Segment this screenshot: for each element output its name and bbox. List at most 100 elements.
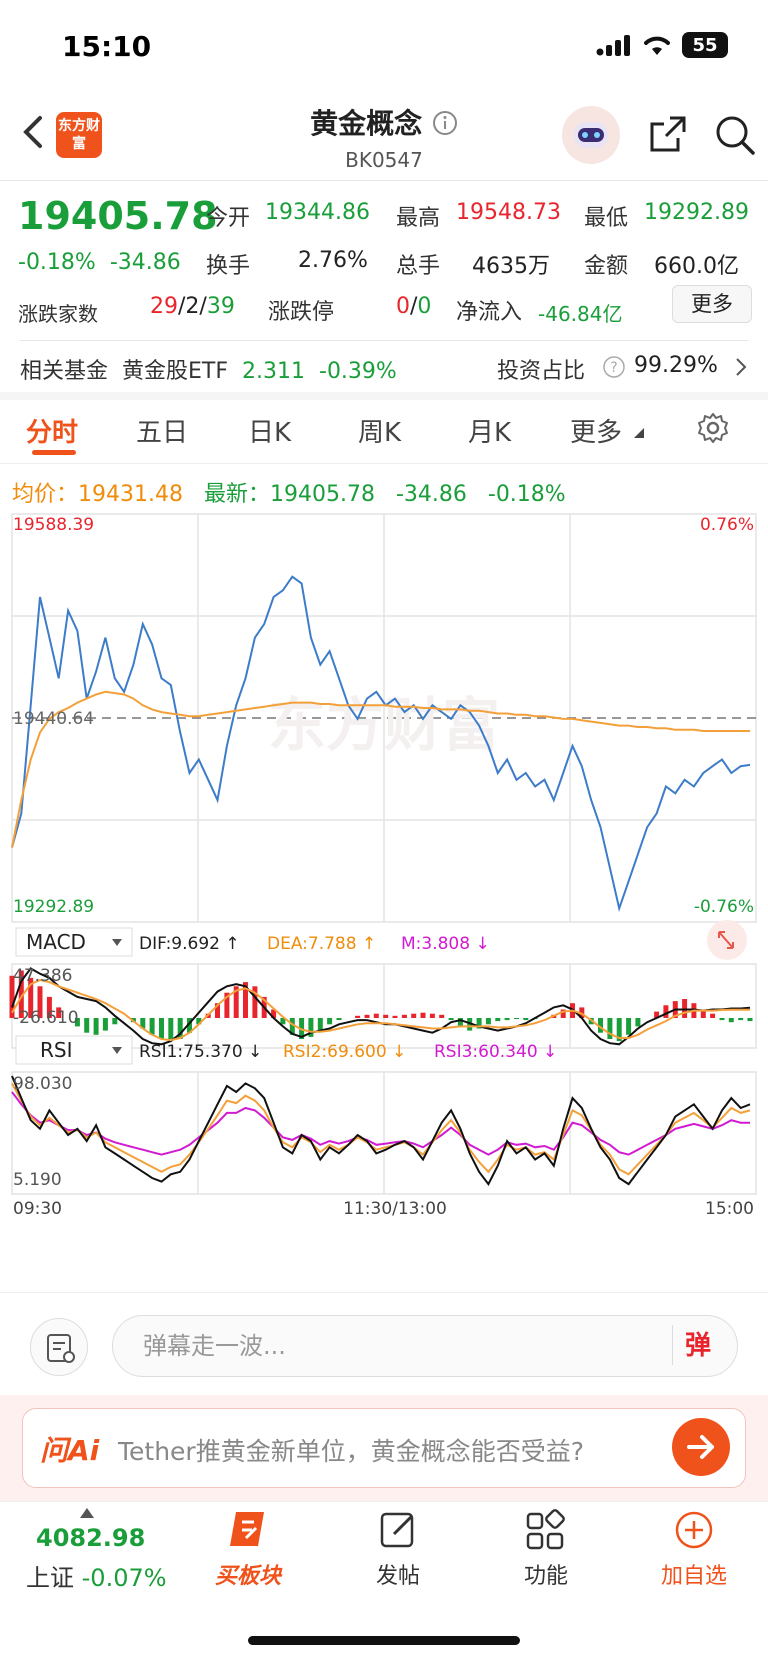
fund-change: -0.39% [319, 359, 397, 384]
divider [0, 463, 768, 464]
back-button[interactable] [18, 112, 48, 152]
tab-intraday[interactable]: 分时 [26, 418, 79, 448]
divider [20, 340, 748, 341]
low-value: 19292.89 [644, 200, 749, 225]
intraday-chart[interactable]: 东方财富 19588.39 19440.64 19292.89 0.76% -0… [0, 500, 768, 1300]
avg-line [11, 690, 750, 848]
rsi2-line [11, 1082, 751, 1176]
battery-icon: 55 [682, 32, 728, 58]
svg-text:?: ? [610, 360, 617, 376]
ai-go-button[interactable] [672, 1418, 730, 1476]
fund-label: 相关基金 [20, 359, 109, 384]
comment-list-button[interactable] [30, 1318, 88, 1376]
macd-selector[interactable] [15, 927, 133, 957]
inflow-value: -46.84亿 [538, 302, 623, 326]
related-fund-row[interactable]: 相关基金 黄金股ETF 2.311 -0.39% [20, 353, 397, 385]
help-icon[interactable]: ? [602, 355, 626, 379]
limit-label: 涨跌停 [268, 300, 335, 325]
ratio-value: 99.29% [634, 353, 718, 378]
ai-robot-avatar[interactable] [562, 106, 620, 164]
avg-value: 19431.48 [78, 482, 183, 507]
chevron-right-icon[interactable] [734, 357, 748, 377]
home-indicator [248, 1636, 520, 1645]
x-label-close: 15:00 [705, 1199, 754, 1219]
macd-histogram [9, 970, 753, 1042]
rsi-selector[interactable] [15, 1035, 133, 1065]
change-pct: -0.18% [18, 250, 96, 275]
status-time: 15:10 [62, 30, 152, 63]
avg-price-row: 均价：19431.48 最新：19405.78 -34.86 -0.18% [12, 476, 566, 508]
rsi3-label: RSI3:60.340 ↓ [434, 1042, 557, 1062]
macd-label: MACD [26, 930, 86, 954]
buy-board-icon[interactable] [226, 1508, 270, 1552]
last-price: 19405.78 [18, 194, 218, 238]
amount-value: 660.0亿 [654, 254, 739, 279]
tab-daily-k[interactable]: 日K [248, 418, 292, 448]
latest-change: -34.86 [395, 482, 467, 507]
open-label: 今开 [206, 206, 251, 231]
danmu-button[interactable]: 弹 [672, 1325, 722, 1365]
rsi-dropdown-icon [112, 1047, 122, 1054]
breadth-label: 涨跌家数 [18, 302, 98, 326]
danmu-input[interactable]: 弹幕走一波... [112, 1315, 738, 1377]
dea-line [11, 978, 750, 1042]
high-label: 最高 [396, 206, 441, 231]
inflow-label: 净流入 [456, 300, 523, 325]
x-label-open: 09:30 [13, 1199, 62, 1219]
low-label: 最低 [584, 206, 629, 231]
tab-more[interactable]: 更多 [570, 418, 623, 448]
macd-y-max: 47.386 [13, 966, 72, 986]
tab-five-day[interactable]: 五日 [136, 418, 189, 448]
page-title: 黄金概念 [0, 102, 768, 142]
pct-min-label: -0.76% [694, 897, 754, 917]
ai-ask-box[interactable] [22, 1408, 746, 1488]
nav-add-watchlist[interactable]: 加自选 [660, 1564, 727, 1589]
more-button[interactable]: 更多 [672, 285, 752, 323]
fund-name: 黄金股ETF [122, 359, 229, 384]
price-line [11, 575, 751, 913]
rsi-label: RSI [40, 1038, 73, 1062]
info-icon[interactable] [432, 110, 458, 136]
volume-value: 4635万 [472, 254, 550, 279]
index-name[interactable]: 上证 -0.07% [26, 1564, 167, 1592]
ai-prompt[interactable]: Tether推黄金新单位，黄金概念能否受益? [118, 1437, 584, 1466]
volume-label: 总手 [396, 254, 441, 279]
fund-price: 2.311 [242, 359, 305, 384]
turnover-label: 换手 [206, 254, 251, 279]
change-abs: -34.86 [109, 250, 181, 275]
x-label-noon: 11:30/13:00 [343, 1199, 447, 1219]
search-button[interactable] [714, 114, 756, 156]
expand-icon [718, 931, 734, 949]
y-min-label: 19292.89 [13, 897, 94, 917]
amount-label: 金额 [584, 254, 629, 279]
price-change: -0.18% -34.86 [18, 250, 181, 275]
app-logo: 东方财富 [56, 112, 102, 158]
avg-label: 均价： [12, 482, 79, 507]
index-value[interactable]: 4082.98 [36, 1524, 146, 1552]
divider [0, 1292, 768, 1293]
macd-dropdown-icon [112, 939, 122, 946]
tab-monthly-k[interactable]: 月K [468, 418, 512, 448]
board-code: BK0547 [345, 148, 423, 172]
nav-buy-board[interactable]: 买板块 [214, 1564, 281, 1589]
limit-value: 0/0 [396, 294, 432, 319]
edit-icon[interactable] [376, 1508, 420, 1552]
grid-icon[interactable] [524, 1508, 568, 1552]
latest-label: 最新： [203, 482, 270, 507]
section-gap [0, 392, 768, 400]
macd-y-min: -26.610 [13, 1008, 79, 1028]
share-button[interactable] [648, 114, 688, 154]
rsi-y-min: 5.190 [13, 1170, 62, 1190]
add-circle-icon[interactable] [672, 1508, 716, 1552]
gear-icon[interactable] [697, 412, 729, 444]
status-icons: 55 [596, 32, 728, 58]
rsi-y-max: 98.030 [13, 1074, 72, 1094]
nav-functions[interactable]: 功能 [523, 1564, 568, 1589]
ai-logo: 问Ai [40, 1434, 100, 1467]
active-tab-indicator [32, 450, 76, 455]
rsi1-label: RSI1:75.370 ↓ [139, 1042, 262, 1062]
open-value: 19344.86 [265, 200, 370, 225]
divider [0, 180, 768, 181]
tab-weekly-k[interactable]: 周K [358, 418, 402, 448]
nav-post[interactable]: 发帖 [375, 1564, 420, 1589]
